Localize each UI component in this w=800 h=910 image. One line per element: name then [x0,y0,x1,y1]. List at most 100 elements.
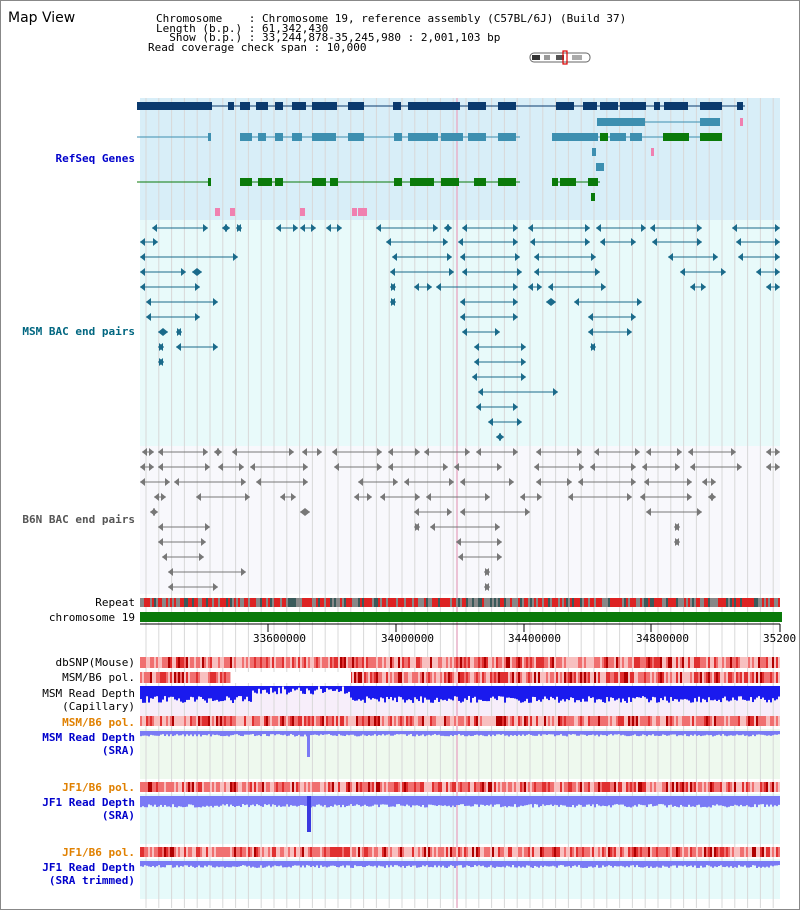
pol-cell [768,716,770,726]
repeat-mark [582,598,584,607]
depth-bar [474,796,476,805]
depth-bar [506,796,508,808]
depth-bar [542,731,544,735]
pol-cell [318,657,320,668]
depth-bar [650,686,652,701]
pol-cell [390,672,392,683]
chromosome-ideogram[interactable] [529,50,591,65]
depth-bar [576,861,578,867]
depth-bar [376,731,378,736]
depth-bar [430,796,432,805]
depth-bar [292,731,294,735]
depth-bar [168,731,170,737]
pol-cell [200,672,202,683]
depth-bar [140,861,142,867]
pol-cell [288,657,290,668]
depth-bar [424,861,426,867]
repeat-mark [558,598,560,607]
depth-bar [392,686,394,701]
pol-cell [732,716,734,726]
pol-cell [172,847,174,857]
pol-cell [638,782,640,792]
gene-exon [408,102,460,110]
depth-bar [526,686,528,699]
repeat-mark [494,598,496,607]
repeat-mark [728,598,730,607]
depth-bar [554,686,556,700]
depth-bar [440,861,442,868]
repeat-mark [326,598,328,607]
pol-cell [386,657,388,668]
pol-cell [316,782,318,792]
depth-bar [332,686,334,692]
repeat-mark [328,598,330,607]
pol-cell [488,782,490,792]
pol-cell [394,657,396,668]
pol-cell [346,782,348,792]
bac-end [652,238,657,246]
depth-bar [206,796,208,806]
pol-cell [416,847,418,857]
repeat-mark [460,598,462,607]
pol-cell [370,847,372,857]
pol-cell [438,782,440,792]
depth-bar [604,686,606,703]
depth-bar [498,796,500,805]
depth-bar [464,861,466,868]
gene-exon [394,178,402,186]
depth-bar [366,686,368,697]
pol-cell [174,672,176,683]
pol-cell [460,782,462,792]
repeat-mark [690,598,692,607]
gene-exon [610,133,626,141]
show-range-info: Show (b.p.) : 33,244,878-35,245,980 : 2,… [156,31,501,44]
depth-bar [776,861,778,866]
depth-bar [276,731,278,735]
depth-bar [384,796,386,805]
depth-bar [334,731,336,736]
depth-bar [150,861,152,867]
pol-cell [588,782,590,792]
bac-end [458,553,463,561]
pol-cell [380,716,382,726]
repeat-mark [166,598,168,607]
repeat-mark [444,598,446,607]
pol-cell [700,672,702,683]
pol-cell [148,716,150,726]
pol-cell [426,716,428,726]
pol-cell [258,716,260,726]
depth-bar [182,796,184,808]
pol-cell [422,716,424,726]
pol-cell [758,657,760,668]
depth-bar [538,861,540,868]
depth-bar [644,796,646,806]
pol-cell [738,657,740,668]
pol-cell [324,847,326,857]
pol-cell [556,716,558,726]
bac-end [631,463,636,471]
depth-bar [724,686,726,697]
bac-end [697,238,702,246]
pol-cell [512,672,514,683]
pol-cell [146,657,148,668]
depth-bar [628,731,630,737]
depth-bar [344,861,346,868]
pol-cell [666,782,668,792]
pol-cell [574,672,576,683]
pol-cell [680,657,682,668]
depth-bar [774,861,776,866]
pol-cell [706,847,708,857]
pol-cell [580,847,582,857]
pol-cell [274,716,276,726]
depth-bar [410,796,412,808]
pol-cell [574,847,576,857]
bac-end [456,538,461,546]
pol-cell [270,782,272,792]
depth-bar [294,686,296,691]
depth-bar [460,861,462,866]
depth-bar [158,686,160,703]
depth-bar [142,731,144,736]
pol-cell [270,657,272,668]
depth-bar [314,861,316,868]
pol-cell [280,716,282,726]
